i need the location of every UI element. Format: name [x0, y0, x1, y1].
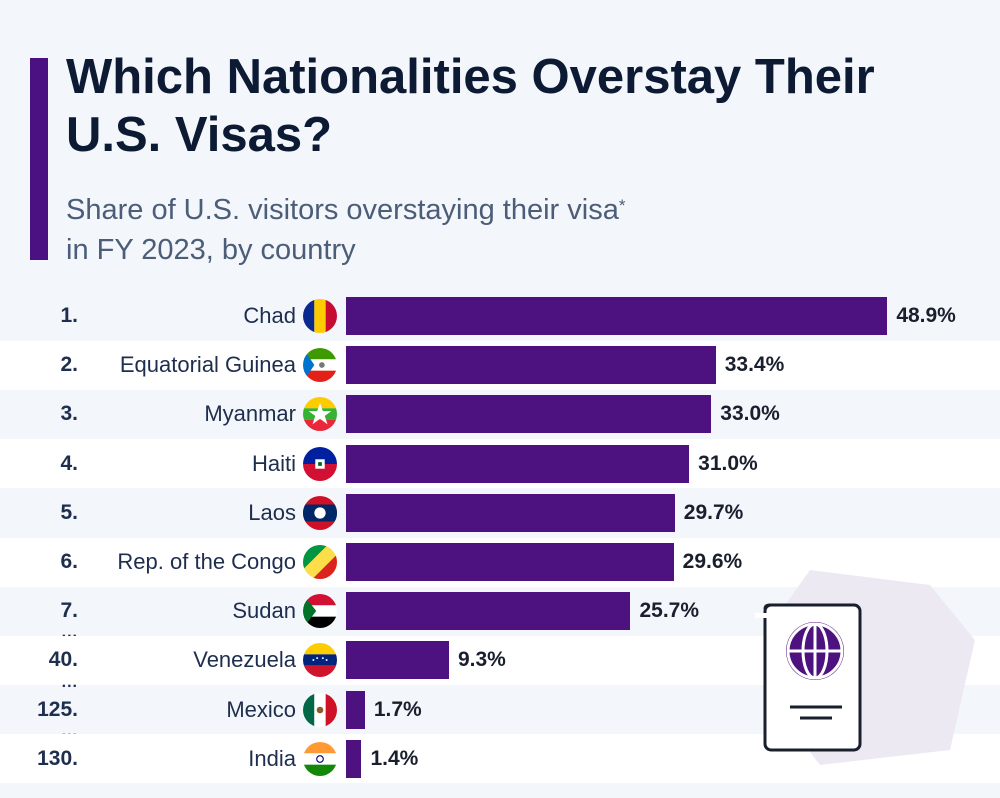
subtitle-line2: in FY 2023, by country [66, 234, 356, 266]
chart-title: Which Nationalities Overstay Their U.S. … [66, 50, 875, 162]
rank-label: 4. [60, 451, 78, 475]
rank-label: 3. [60, 402, 78, 426]
passport-illustration-icon [755, 570, 975, 765]
equatorial-guinea-flag-icon [303, 348, 337, 383]
title-accent-bar [30, 58, 48, 260]
bar [346, 690, 365, 729]
category-label: Haiti [251, 450, 296, 476]
bar [346, 493, 675, 532]
rank-label: 40. [48, 648, 78, 672]
bar [346, 592, 631, 631]
rank-label: 130. [37, 746, 78, 770]
category-label: Myanmar [204, 401, 296, 427]
data-label: 48.9% [896, 304, 956, 327]
category-label: Venezuela [193, 647, 296, 673]
category-label: Sudan [232, 598, 296, 624]
sudan-flag-icon [303, 594, 337, 629]
laos-flag-icon [303, 495, 337, 530]
category-label: Rep. of the Congo [117, 549, 296, 574]
rank-label: 6. [60, 550, 78, 573]
category-label: Laos [248, 499, 296, 525]
bar [346, 346, 716, 385]
chart-subtitle: Share of U.S. visitors overstaying their… [66, 190, 866, 270]
data-label: 1.4% [370, 746, 419, 770]
venezuela-flag-icon [303, 643, 337, 678]
haiti-flag-icon [303, 446, 337, 481]
bar [346, 444, 690, 483]
rank-label: 7. [60, 599, 78, 623]
subtitle-text: Share of U.S. visitors overstaying their… [66, 194, 619, 226]
data-label: 25.7% [639, 599, 700, 623]
data-label: 1.7% [373, 697, 422, 721]
category-label: India [248, 745, 296, 771]
chad-flag-icon [303, 299, 337, 333]
category-label: Chad [243, 303, 296, 328]
rank-label: 1. [60, 304, 78, 327]
bar [346, 297, 888, 335]
rank-label: 125. [37, 697, 78, 721]
rank-label: 5. [60, 500, 78, 524]
congo-flag-icon [303, 545, 337, 579]
category-label: Mexico [226, 696, 296, 722]
data-label: 31.0% [698, 451, 758, 475]
category-label: Equatorial Guinea [119, 352, 296, 378]
mexico-flag-icon [303, 692, 337, 727]
bar [346, 395, 712, 434]
bar [346, 543, 674, 581]
data-label: 29.6% [682, 550, 743, 573]
bar [346, 739, 362, 778]
data-label: 9.3% [457, 648, 506, 672]
data-label: 29.7% [683, 500, 744, 524]
rank-ellipsis: ... [61, 673, 78, 691]
myanmar-flag-icon [303, 397, 337, 432]
data-label: 33.4% [724, 353, 785, 377]
india-flag-icon [303, 741, 337, 776]
rank-label: 2. [60, 353, 78, 377]
bar [346, 641, 449, 680]
data-label: 33.0% [720, 402, 780, 426]
footnote-mark: * [618, 196, 626, 215]
